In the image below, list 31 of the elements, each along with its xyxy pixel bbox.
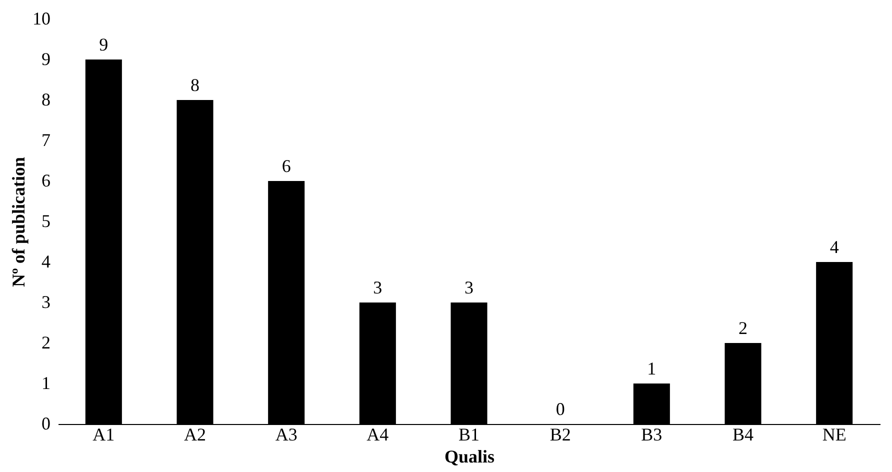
data-label: 9 xyxy=(99,34,108,54)
y-tick-label: 6 xyxy=(42,170,50,190)
y-tick-label: 7 xyxy=(42,130,50,150)
y-tick-label: 10 xyxy=(32,8,50,28)
data-label: 3 xyxy=(464,278,474,298)
data-label: 4 xyxy=(830,237,839,257)
y-tick-label: 4 xyxy=(42,252,50,272)
x-axis-title: Qualis xyxy=(444,446,495,466)
x-tick-label: B4 xyxy=(732,424,754,444)
x-tick-label: A2 xyxy=(184,424,206,444)
y-tick-label: 5 xyxy=(42,211,50,231)
data-label: 2 xyxy=(738,318,748,338)
x-tick-label: A3 xyxy=(275,424,298,444)
y-tick-label: 1 xyxy=(42,373,50,393)
data-label: 6 xyxy=(282,156,291,176)
y-tick-label: 8 xyxy=(42,90,50,110)
x-tick-label: A1 xyxy=(92,424,115,444)
y-axis-title: Nº of publication xyxy=(8,157,28,287)
data-label: 8 xyxy=(190,75,200,95)
x-tick-label: B2 xyxy=(550,424,571,444)
data-label: 1 xyxy=(647,358,656,378)
y-tick-label: 3 xyxy=(42,292,50,312)
y-tick-label: 9 xyxy=(42,49,50,69)
x-tick-label: A4 xyxy=(366,424,389,444)
x-tick-label: B1 xyxy=(458,424,480,444)
y-tick-label: 0 xyxy=(42,414,50,434)
x-tick-label: NE xyxy=(822,424,846,444)
y-tick-label: 2 xyxy=(42,332,50,352)
data-label: 3 xyxy=(373,278,382,298)
x-tick-label: B3 xyxy=(641,424,662,444)
data-label: 0 xyxy=(556,399,565,419)
